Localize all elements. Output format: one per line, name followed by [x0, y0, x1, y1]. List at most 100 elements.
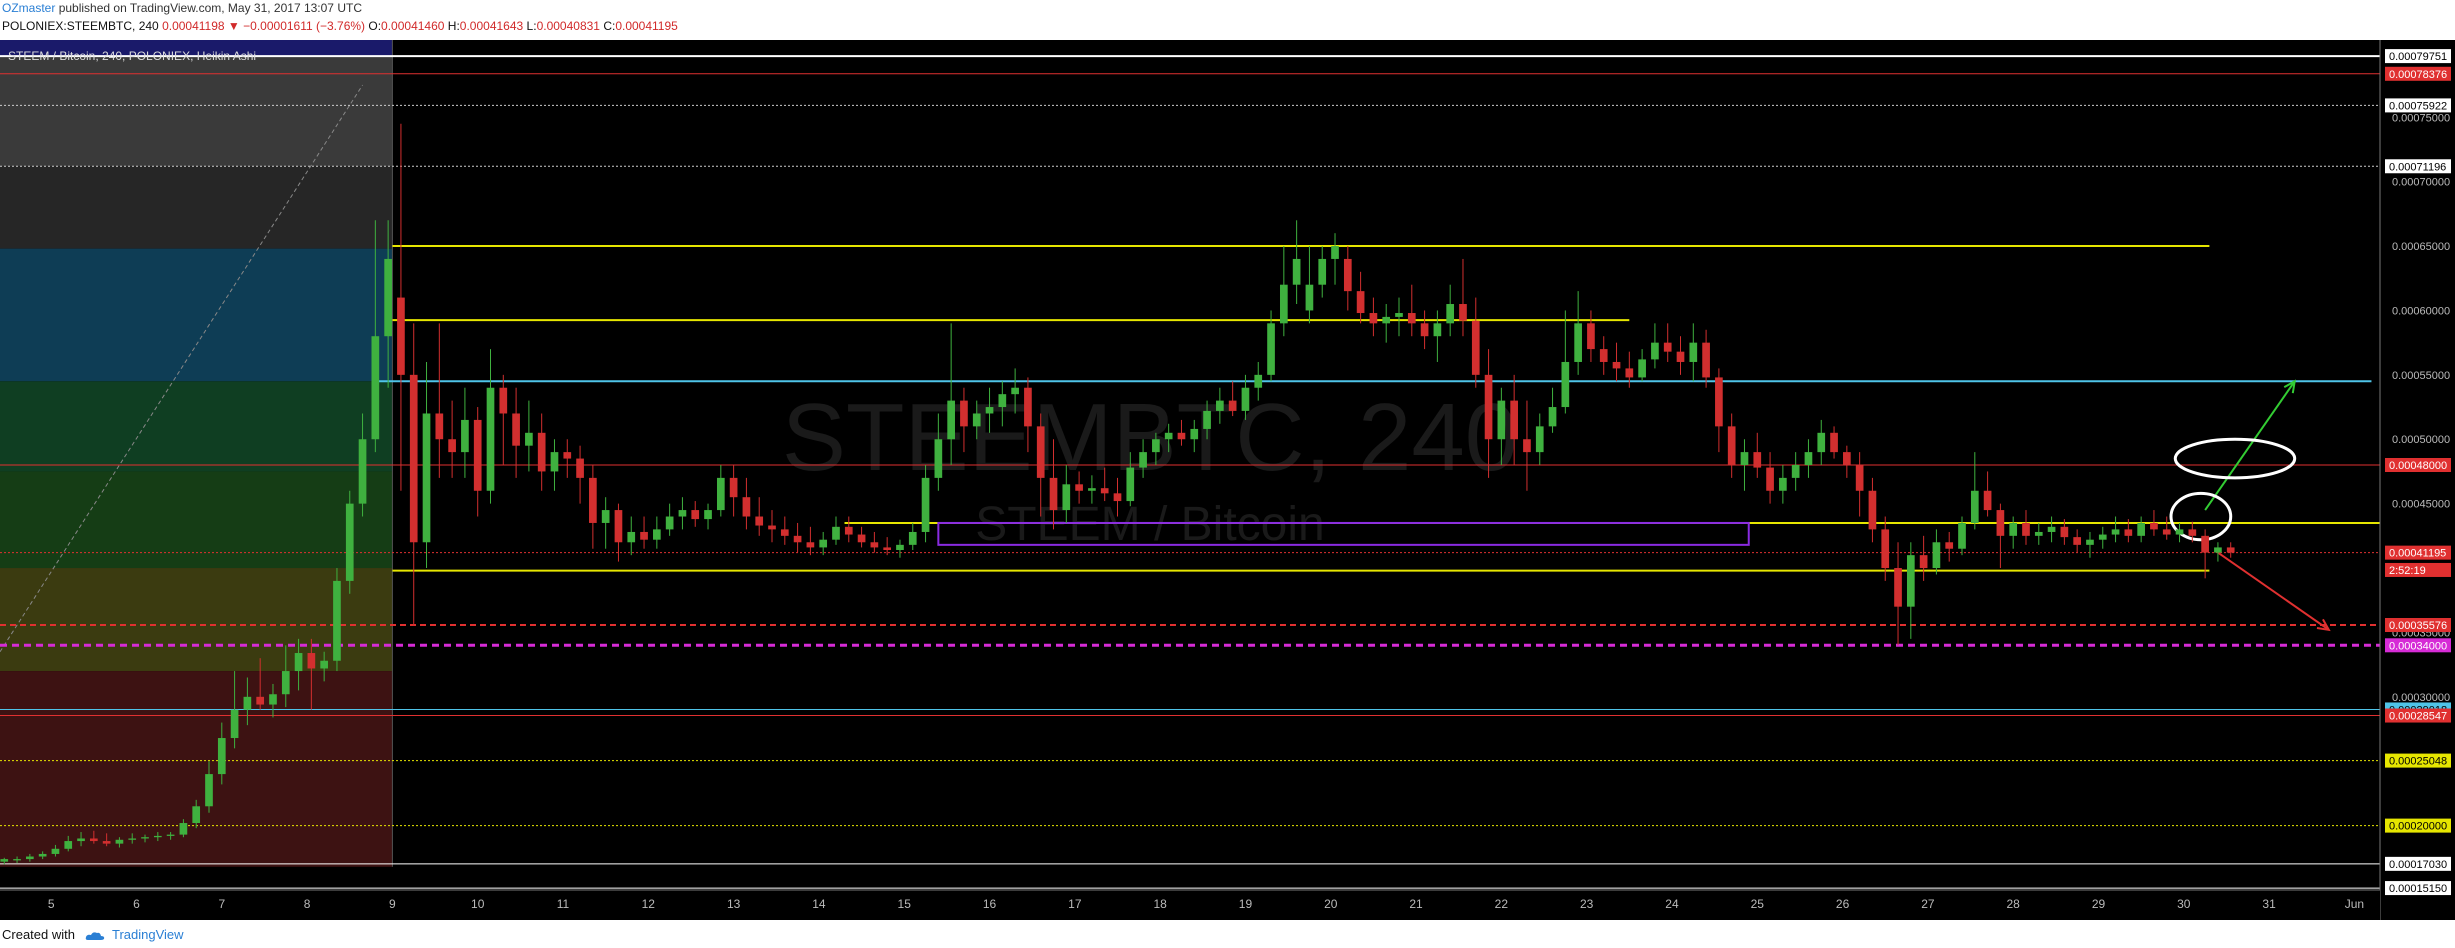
- candle-body[interactable]: [461, 419, 469, 453]
- candle-body[interactable]: [1855, 465, 1864, 491]
- candle-body[interactable]: [998, 394, 1007, 408]
- candle-body[interactable]: [1804, 452, 1813, 465]
- candle-body[interactable]: [1663, 342, 1672, 352]
- candle-body[interactable]: [2137, 522, 2145, 536]
- candle-body[interactable]: [614, 510, 623, 543]
- candle-body[interactable]: [1548, 407, 1557, 427]
- candle-body[interactable]: [1638, 359, 1646, 378]
- candle-body[interactable]: [384, 258, 392, 337]
- candle-body[interactable]: [1484, 374, 1493, 440]
- candle-body[interactable]: [205, 774, 213, 807]
- candle-body[interactable]: [1267, 323, 1275, 375]
- candle-body[interactable]: [1216, 400, 1224, 411]
- candle-body[interactable]: [1318, 258, 1327, 285]
- candle-body[interactable]: [192, 806, 201, 824]
- candle-body[interactable]: [704, 510, 712, 520]
- candle-body[interactable]: [653, 529, 661, 540]
- candle-body[interactable]: [2060, 526, 2069, 538]
- drawings[interactable]: [937, 379, 2331, 632]
- candle-body[interactable]: [2150, 522, 2158, 530]
- candle-body[interactable]: [1036, 426, 1045, 478]
- bearish-arrow-line[interactable]: [2217, 551, 2330, 631]
- candle-body[interactable]: [1945, 542, 1954, 549]
- candle-body[interactable]: [691, 510, 700, 520]
- candle-body[interactable]: [1420, 323, 1429, 337]
- candle-body[interactable]: [269, 694, 277, 705]
- candle-body[interactable]: [320, 660, 328, 669]
- candle-body[interactable]: [947, 400, 955, 440]
- candle-body[interactable]: [1676, 351, 1685, 362]
- candle-body[interactable]: [550, 452, 559, 472]
- candle-body[interactable]: [2098, 534, 2107, 540]
- candle-body[interactable]: [1587, 323, 1595, 350]
- candle-body[interactable]: [2124, 529, 2133, 536]
- candle-body[interactable]: [1292, 258, 1301, 285]
- candle-body[interactable]: [1779, 477, 1787, 491]
- candle-body[interactable]: [1395, 313, 1403, 317]
- candle-body[interactable]: [89, 838, 98, 842]
- author-link[interactable]: OZmaster: [2, 1, 56, 15]
- tradingview-link[interactable]: TradingView: [112, 927, 184, 942]
- candle-body[interactable]: [1152, 439, 1160, 453]
- range-box[interactable]: [937, 521, 1750, 546]
- candle-body[interactable]: [1049, 477, 1058, 511]
- candle-body[interactable]: [1599, 349, 1608, 362]
- candle-body[interactable]: [2201, 535, 2209, 553]
- candle-body[interactable]: [1407, 313, 1416, 324]
- candle-body[interactable]: [1612, 361, 1621, 369]
- candle-body[interactable]: [2175, 529, 2184, 535]
- candle-body[interactable]: [1139, 452, 1147, 468]
- candle-body[interactable]: [729, 477, 738, 498]
- highlight-ellipse[interactable]: [2169, 491, 2233, 542]
- candle-body[interactable]: [2111, 529, 2120, 535]
- candle-body[interactable]: [1868, 490, 1877, 530]
- candle-body[interactable]: [1651, 342, 1659, 360]
- candle-body[interactable]: [230, 709, 239, 739]
- candle-body[interactable]: [13, 859, 21, 861]
- candle-body[interactable]: [2214, 547, 2222, 553]
- candle-body[interactable]: [1356, 291, 1365, 314]
- candle-body[interactable]: [1919, 555, 1928, 569]
- candle-body[interactable]: [678, 510, 687, 517]
- candle-body[interactable]: [972, 413, 981, 427]
- candle-body[interactable]: [1471, 320, 1480, 375]
- candle-body[interactable]: [844, 526, 853, 535]
- candle-body[interactable]: [1996, 510, 2005, 536]
- candle-body[interactable]: [870, 542, 879, 548]
- candle-body[interactable]: [1305, 284, 1314, 311]
- candle-body[interactable]: [26, 856, 34, 860]
- candle-body[interactable]: [883, 547, 892, 550]
- candle-body[interactable]: [64, 841, 73, 849]
- candle-body[interactable]: [780, 529, 789, 536]
- candle-body[interactable]: [1203, 410, 1211, 429]
- candle-body[interactable]: [0, 859, 9, 862]
- candle-body[interactable]: [333, 580, 341, 661]
- candle-body[interactable]: [371, 336, 380, 440]
- candle-body[interactable]: [576, 458, 584, 478]
- candle-body[interactable]: [397, 297, 405, 375]
- candle-body[interactable]: [1766, 467, 1774, 491]
- candle-body[interactable]: [896, 544, 904, 550]
- candle-body[interactable]: [2034, 531, 2043, 536]
- candle-body[interactable]: [1830, 432, 1838, 453]
- candle-body[interactable]: [665, 516, 674, 530]
- candle-body[interactable]: [102, 841, 111, 844]
- candle-body[interactable]: [2188, 529, 2197, 536]
- candle-body[interactable]: [1062, 484, 1071, 511]
- candle-body[interactable]: [806, 542, 815, 548]
- candles[interactable]: [0, 123, 2235, 865]
- candle-body[interactable]: [716, 477, 725, 511]
- candle-body[interactable]: [1241, 387, 1250, 411]
- candle-body[interactable]: [819, 539, 828, 548]
- candle-body[interactable]: [1446, 304, 1455, 324]
- candle-body[interactable]: [960, 400, 968, 427]
- candle-body[interactable]: [1983, 490, 1992, 511]
- candle-body[interactable]: [1894, 568, 1902, 607]
- candle-body[interactable]: [1164, 432, 1173, 440]
- candle-body[interactable]: [141, 837, 149, 839]
- candle-body[interactable]: [525, 432, 533, 446]
- candle-body[interactable]: [2022, 522, 2030, 536]
- candle-body[interactable]: [1088, 488, 1096, 491]
- candle-body[interactable]: [307, 653, 316, 669]
- candle-body[interactable]: [1932, 542, 1941, 569]
